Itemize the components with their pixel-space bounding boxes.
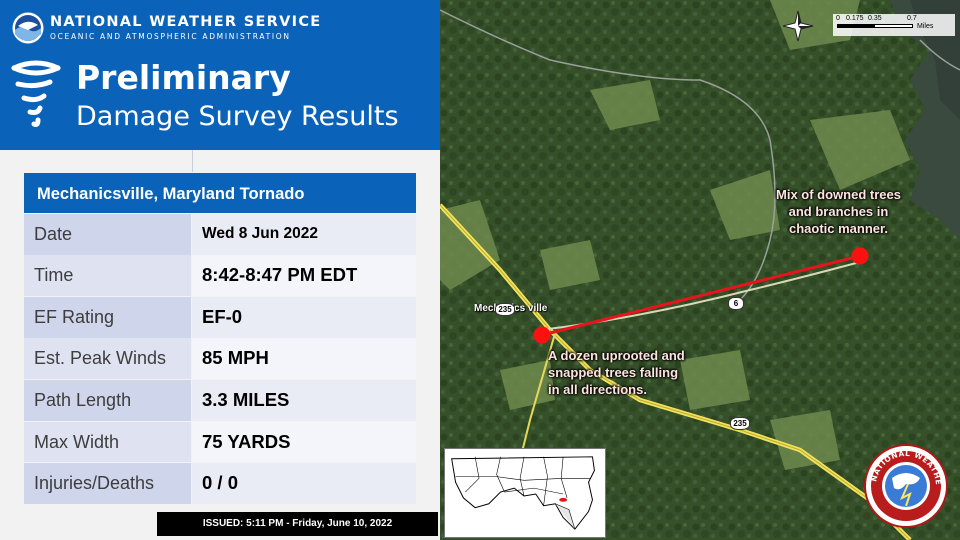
satellite-map[interactable]: Mechanics ville 235 6 235 Mix of downed … — [440, 0, 960, 540]
row-label: Est. Peak Winds — [24, 338, 191, 380]
divider — [192, 150, 193, 172]
table-row-time: Time 8:42-8:47 PM EDT — [24, 255, 416, 297]
scale-label: 0.35 — [868, 15, 882, 22]
row-label: Time — [24, 255, 191, 297]
row-value: EF-0 — [192, 296, 416, 338]
table-row-ef-rating: EF Rating EF-0 — [24, 296, 416, 338]
route-shield-235-south: 235 — [730, 417, 750, 430]
table-row-path-length: Path Length 3.3 MILES — [24, 380, 416, 421]
route-shield-235: 235 — [495, 303, 515, 316]
annotation-track-start: A dozen uprooted and snapped trees falli… — [548, 347, 685, 398]
survey-panel: NATIONAL WEATHER SERVICE OCEANIC AND ATM… — [0, 0, 440, 540]
row-value: 3.3 MILES — [192, 380, 416, 421]
nws-seal-icon: NATIONAL WEATHER SERVICE — [864, 444, 948, 528]
table-row-peak-winds: Est. Peak Winds 85 MPH — [24, 338, 416, 380]
track-start-marker — [533, 326, 551, 344]
row-value: 85 MPH — [192, 338, 416, 380]
row-label: Injuries/Deaths — [24, 463, 191, 505]
noaa-logo-icon — [12, 12, 44, 44]
row-value: Wed 8 Jun 2022 — [192, 213, 416, 255]
map-scale-bar: 0 0.175 0.35 0.7 Miles — [833, 14, 955, 36]
survey-table: Mechanicsville, Maryland Tornado Date We… — [24, 173, 416, 505]
agency-name: NATIONAL WEATHER SERVICE — [50, 14, 322, 30]
scale-label: 0.175 — [846, 15, 864, 22]
scale-graphic — [837, 24, 913, 28]
annotation-line: and branches in — [788, 204, 889, 219]
scale-unit: Miles — [917, 23, 934, 30]
annotation-track-end: Mix of downed trees and branches in chao… — [776, 186, 901, 237]
event-title: Mechanicsville, Maryland Tornado — [24, 173, 416, 213]
row-label: Date — [24, 213, 191, 255]
row-label: EF Rating — [24, 296, 191, 338]
scale-label: 0 — [836, 15, 840, 22]
row-value: 0 / 0 — [192, 463, 416, 505]
locator-inset-map — [444, 448, 606, 538]
annotation-line: Mix of downed trees — [776, 187, 901, 202]
row-label: Path Length — [24, 380, 191, 421]
annotation-line: in all directions. — [548, 382, 647, 397]
tornado-track — [541, 254, 861, 337]
annotation-line: snapped trees falling — [548, 365, 679, 380]
header-banner: NATIONAL WEATHER SERVICE OCEANIC AND ATM… — [0, 0, 440, 150]
table-row-date: Date Wed 8 Jun 2022 — [24, 213, 416, 255]
annotation-line: A dozen uprooted and — [548, 348, 685, 363]
tornado-icon — [11, 60, 61, 127]
row-value: 75 YARDS — [192, 421, 416, 463]
track-end-marker — [851, 247, 869, 265]
page-title: Preliminary — [76, 58, 291, 97]
page-subtitle: Damage Survey Results — [76, 101, 399, 132]
issued-timestamp: ISSUED: 5:11 PM - Friday, June 10, 2022 — [157, 512, 438, 536]
table-row-injuries: Injuries/Deaths 0 / 0 — [24, 463, 416, 505]
route-shield-6: 6 — [728, 297, 744, 310]
compass-icon — [782, 10, 814, 42]
row-value: 8:42-8:47 PM EDT — [192, 255, 416, 297]
scale-label: 0.7 — [907, 15, 917, 22]
row-label: Max Width — [24, 421, 191, 463]
annotation-line: chaotic manner. — [788, 221, 888, 236]
table-row-max-width: Max Width 75 YARDS — [24, 421, 416, 463]
agency-subtitle: OCEANIC AND ATMOSPHERIC ADMINISTRATION — [50, 32, 291, 41]
